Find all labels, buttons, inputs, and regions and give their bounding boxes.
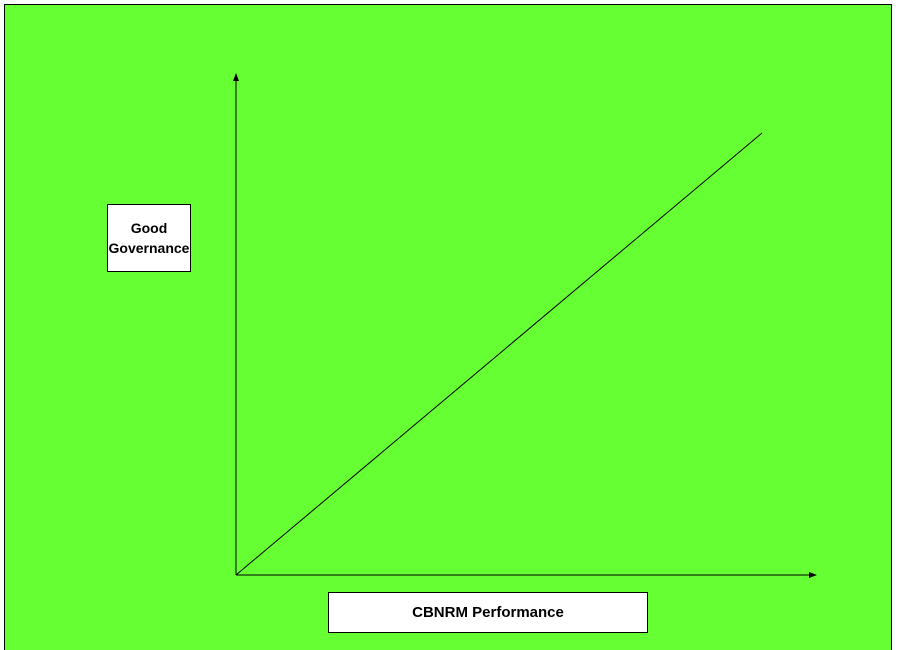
trend-line — [235, 132, 763, 576]
slide-background — [4, 4, 892, 650]
y-axis-label: Good Governance — [107, 204, 191, 272]
x-axis-label: CBNRM Performance — [328, 592, 648, 633]
